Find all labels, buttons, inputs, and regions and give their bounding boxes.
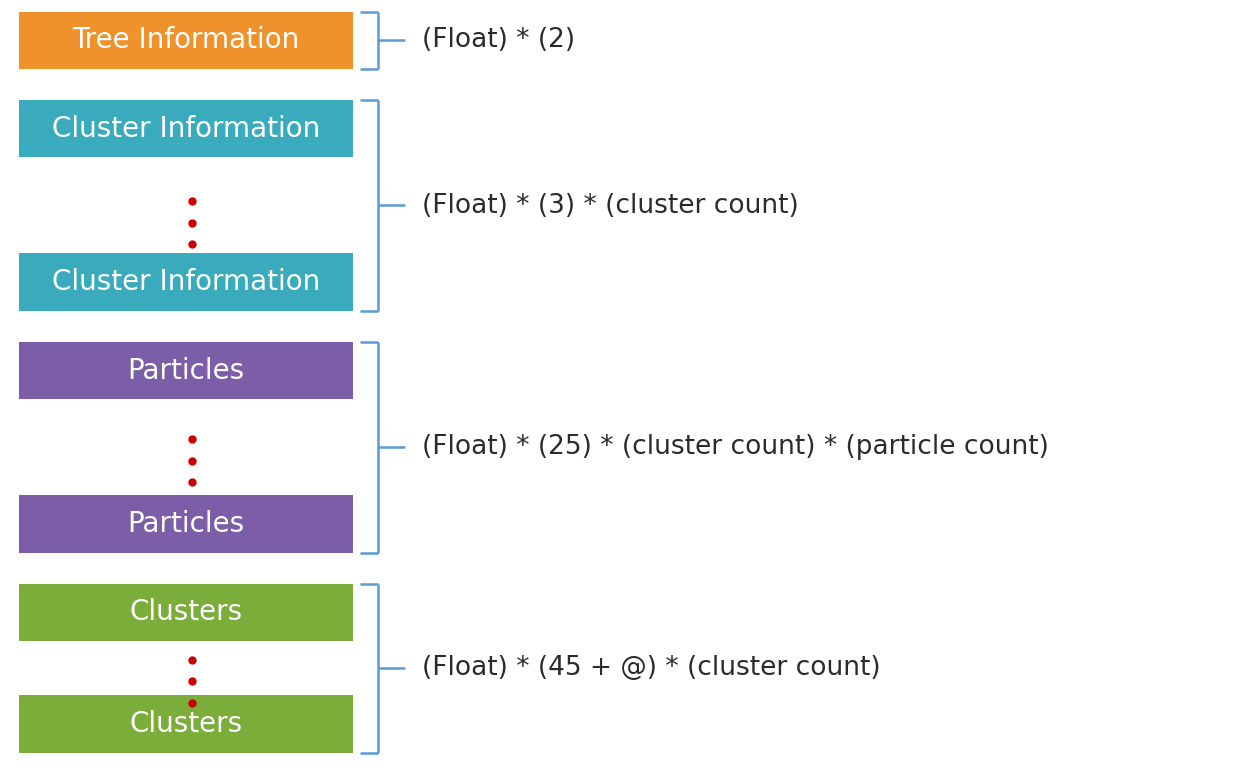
Text: (Float) * (3) * (cluster count): (Float) * (3) * (cluster count) <box>422 193 799 219</box>
Bar <box>19 584 353 641</box>
Bar <box>19 495 353 553</box>
Text: (Float) * (2): (Float) * (2) <box>422 27 574 53</box>
Text: Particles: Particles <box>128 510 244 538</box>
Text: Tree Information: Tree Information <box>72 26 300 55</box>
Text: (Float) * (25) * (cluster count) * (particle count): (Float) * (25) * (cluster count) * (part… <box>422 434 1049 460</box>
Bar <box>19 12 353 69</box>
Text: Cluster Information: Cluster Information <box>52 114 320 143</box>
Text: Particles: Particles <box>128 356 244 385</box>
Text: Clusters: Clusters <box>129 710 243 738</box>
Text: Cluster Information: Cluster Information <box>52 268 320 296</box>
Bar <box>19 100 353 157</box>
Text: Clusters: Clusters <box>129 598 243 627</box>
Bar <box>19 695 353 753</box>
Text: (Float) * (45 + @) * (cluster count): (Float) * (45 + @) * (cluster count) <box>422 655 880 681</box>
Bar <box>19 342 353 399</box>
Bar <box>19 253 353 311</box>
